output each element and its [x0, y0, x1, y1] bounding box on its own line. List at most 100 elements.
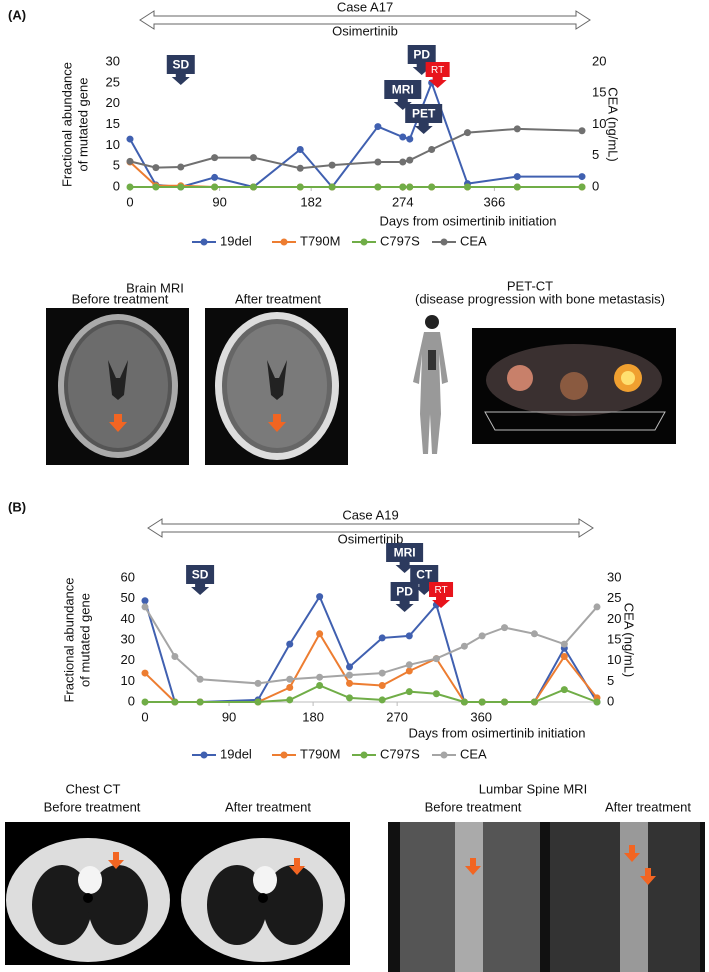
data-point: [501, 624, 509, 632]
image-caption: Before treatment: [425, 799, 522, 814]
data-point: [406, 183, 414, 191]
x-tick-label: 180: [302, 709, 324, 724]
data-point: [560, 653, 568, 661]
data-point: [316, 673, 324, 681]
treatment-label: Osimertinib: [338, 531, 404, 546]
data-point: [249, 154, 257, 162]
x-tick-label: 366: [484, 194, 506, 209]
data-point: [126, 157, 134, 165]
data-point: [296, 183, 304, 191]
series-line: [129, 127, 583, 170]
y2-tick-label: 0: [607, 693, 614, 708]
image-title: Chest CT: [66, 781, 121, 796]
x-tick-label: 360: [470, 709, 492, 724]
data-point: [374, 123, 382, 131]
annotation-marker: [390, 582, 419, 612]
y2-tick-label: 5: [607, 673, 614, 688]
data-point: [211, 173, 219, 181]
data-point: [378, 696, 386, 704]
data-point: [346, 694, 354, 702]
data-point: [405, 632, 413, 640]
legend-marker: [360, 238, 368, 246]
data-point: [405, 661, 413, 669]
legend-marker: [280, 238, 288, 246]
y-tick-label: 20: [106, 95, 120, 110]
data-point: [460, 698, 468, 706]
data-point: [399, 183, 407, 191]
data-point: [374, 183, 382, 191]
annotation-label: PD: [413, 48, 430, 62]
y-tick-label: 20: [121, 652, 135, 667]
data-point: [254, 679, 262, 687]
data-point: [405, 667, 413, 675]
data-point: [171, 698, 179, 706]
image-title: Brain MRI: [126, 280, 184, 295]
data-point: [378, 669, 386, 677]
y2-tick-label: 30: [607, 569, 621, 584]
data-point: [254, 698, 262, 706]
series-line: [129, 79, 582, 189]
y-tick-label: 40: [121, 611, 135, 626]
data-point: [126, 183, 134, 191]
x-tick-label: 270: [386, 709, 408, 724]
data-point: [560, 686, 568, 694]
legend-label: T790M: [300, 233, 340, 248]
data-point: [578, 183, 586, 191]
data-point: [530, 630, 538, 638]
data-point: [513, 183, 521, 191]
image-title: PET-CT: [507, 278, 553, 293]
data-point: [316, 681, 324, 689]
data-point: [152, 164, 160, 172]
data-point: [478, 632, 486, 640]
data-point: [428, 183, 436, 191]
data-point: [513, 125, 521, 133]
data-point: [141, 669, 149, 677]
data-point: [211, 183, 219, 191]
data-point: [177, 163, 185, 171]
data-point: [286, 675, 294, 683]
image-caption: After treatment: [235, 291, 321, 306]
chest-ct: [5, 822, 350, 965]
legend-marker: [360, 751, 368, 759]
data-point: [399, 158, 407, 166]
annotation-label: RT: [434, 585, 447, 596]
data-point: [406, 135, 414, 143]
legend-label: T790M: [300, 746, 340, 761]
y-tick-label: 5: [113, 158, 120, 173]
data-point: [432, 655, 440, 663]
y2-tick-label: 25: [607, 590, 621, 605]
case-title: Case A19: [342, 507, 398, 522]
data-point: [530, 698, 538, 706]
annotation-label: SD: [172, 58, 189, 72]
data-point: [296, 146, 304, 153]
y2-axis-title: CEA (ng/mL): [606, 87, 621, 161]
x-tick-label: 90: [222, 709, 236, 724]
x-tick-label: 90: [212, 194, 226, 209]
y-axis-title: of mutated gene: [75, 78, 90, 172]
data-point: [171, 653, 179, 661]
data-point: [374, 158, 382, 166]
x-tick-label: 274: [392, 194, 414, 209]
y-axis-title: of mutated gene: [77, 593, 92, 687]
spine-mri: [388, 822, 705, 972]
legend-label: CEA: [460, 746, 487, 761]
legend-marker: [200, 751, 208, 759]
data-point: [460, 642, 468, 650]
annotation-label: PET: [412, 107, 436, 121]
panel-label: (A): [8, 7, 26, 22]
series-line: [144, 606, 598, 685]
annotation-marker: [386, 543, 424, 573]
series-line: [144, 594, 598, 703]
data-point: [211, 154, 219, 162]
data-point: [249, 183, 257, 191]
legend-marker: [200, 238, 208, 246]
data-point: [478, 698, 486, 706]
annotation-marker: [405, 104, 443, 134]
y-axis-title: Fractional abundance: [59, 62, 74, 187]
data-point: [378, 634, 386, 642]
annotation-label: PD: [396, 585, 413, 599]
data-point: [464, 129, 472, 137]
image-caption: After treatment: [605, 799, 691, 814]
y-tick-label: 15: [106, 116, 120, 131]
